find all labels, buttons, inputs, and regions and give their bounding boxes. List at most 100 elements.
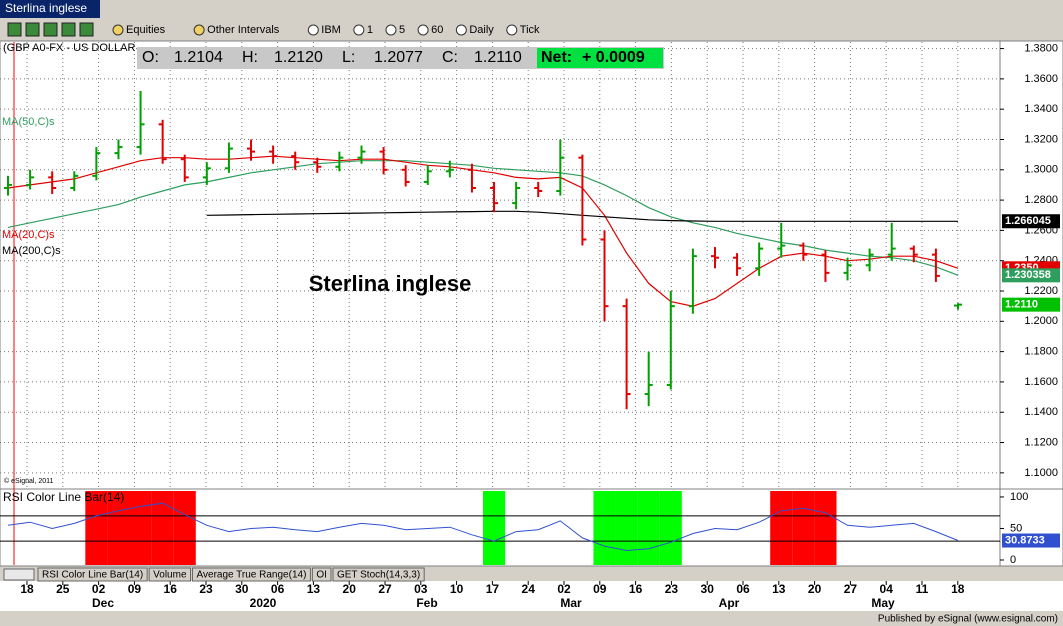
x-tick-label: 25: [56, 582, 70, 596]
toolbar-icon: [353, 24, 365, 36]
month-label: May: [871, 596, 895, 610]
month-label: Apr: [719, 596, 740, 610]
x-tick-label: 02: [557, 582, 571, 596]
x-tick-label: 16: [164, 582, 178, 596]
y-tick-label: 0: [1010, 554, 1016, 566]
y-tick-label: 1.1400: [1024, 406, 1058, 418]
toolbar-tool[interactable]: [61, 22, 76, 37]
date-axis: [0, 581, 1063, 611]
x-tick-label: 04: [880, 582, 894, 596]
toolbar-icon: [455, 24, 467, 36]
toolbar-button[interactable]: 5: [399, 24, 405, 36]
tab[interactable]: Average True Range(14): [197, 570, 307, 581]
tab-outline: [37, 567, 148, 582]
rsi-axis: [999, 488, 1063, 567]
month-label: Feb: [416, 596, 437, 610]
title-bar: [0, 0, 100, 18]
x-tick-label: 13: [772, 582, 786, 596]
y-tick-label: 1.3000: [1024, 164, 1058, 176]
x-tick-label: 13: [307, 582, 321, 596]
rsi-zone: [173, 491, 196, 565]
chart-title: Sterlina inglese: [309, 271, 472, 296]
quote-value: 1.2104: [174, 49, 223, 66]
tab[interactable]: Volume: [153, 570, 187, 581]
last-value-label: 1.266045: [1005, 215, 1051, 227]
y-tick-label: 50: [1010, 522, 1022, 534]
y-tick-label: 1.3600: [1024, 73, 1058, 85]
tab-outline: [332, 567, 425, 582]
x-tick-label: 18: [951, 582, 965, 596]
toolbar-icon: [193, 24, 205, 36]
rsi-zone: [151, 491, 174, 565]
x-tick-label: 11: [916, 582, 929, 596]
tab-outline: [311, 567, 332, 582]
y-tick-label: 1.1600: [1024, 376, 1058, 388]
rsi-zone: [129, 491, 152, 565]
x-tick-label: 02: [92, 582, 106, 596]
x-tick-label: 20: [343, 582, 357, 596]
x-tick-label: 27: [378, 582, 392, 596]
toolbar-button[interactable]: Equities: [126, 24, 166, 36]
footer: Published by eSignal (www.esignal.com): [878, 614, 1058, 625]
x-tick-label: 17: [486, 582, 500, 596]
quote-label: O:: [142, 49, 159, 66]
quote-label: H:: [242, 49, 258, 66]
tab-scroll[interactable]: [3, 568, 35, 581]
rsi-zone: [637, 491, 660, 565]
x-tick-label: 23: [665, 582, 679, 596]
tab[interactable]: GET Stoch(14,3,3): [337, 570, 420, 581]
quote-value: 1.2120: [274, 49, 323, 66]
tab-outline: [148, 567, 192, 582]
toolbar-tool[interactable]: [25, 22, 40, 37]
last-value-box: [1002, 214, 1060, 229]
net-label: Net:: [541, 49, 572, 66]
x-tick-label: 16: [629, 582, 643, 596]
toolbar-button[interactable]: IBM: [321, 24, 341, 36]
y-tick-label: 1.1800: [1024, 346, 1058, 358]
toolbar-tool[interactable]: [7, 22, 22, 37]
tab[interactable]: RSI Color Line Bar(14): [42, 570, 143, 581]
y-tick-label: 1.3200: [1024, 133, 1058, 145]
x-tick-label: 09: [128, 582, 142, 596]
x-tick-label: 23: [199, 582, 213, 596]
toolbar-button[interactable]: 1: [367, 24, 373, 36]
x-tick-label: 24: [522, 582, 536, 596]
tab-strip: [0, 567, 1063, 581]
ma-label: MA(20,C)s: [2, 229, 55, 241]
y-tick-label: 1.3800: [1024, 42, 1058, 54]
ma-label: MA(200,C)s: [2, 245, 61, 257]
x-tick-label: 06: [736, 582, 750, 596]
toolbar-button[interactable]: Other Intervals: [207, 24, 280, 36]
toolbar-button[interactable]: Tick: [520, 24, 540, 36]
month-label: 2020: [250, 596, 277, 610]
quote-value: 1.2110: [474, 49, 522, 66]
toolbar-tool[interactable]: [79, 22, 94, 37]
x-tick-label: 03: [414, 582, 428, 596]
rsi-line: [7, 502, 959, 552]
toolbar-button[interactable]: Daily: [469, 24, 494, 36]
x-tick-label: 27: [844, 582, 858, 596]
symbol: (GBP A0-FX - US DOLLAR: [3, 42, 136, 54]
net-value: + 0.0009: [582, 49, 645, 66]
toolbar-button[interactable]: 60: [431, 24, 443, 36]
y-tick-label: 1.2800: [1024, 194, 1058, 206]
x-tick-label: 18: [20, 582, 34, 596]
quote-label: L:: [342, 49, 355, 66]
x-tick-label: 30: [701, 582, 715, 596]
toolbar-icon: [417, 24, 429, 36]
last-value-label: 1.2110: [1005, 299, 1038, 311]
x-tick-label: 20: [808, 582, 822, 596]
last-value-label: 1.230358: [1005, 269, 1051, 281]
toolbar-icon: [506, 24, 518, 36]
last-value-box: [1002, 297, 1060, 312]
toolbar-icon: [307, 24, 319, 36]
rsi-last-box: [1002, 533, 1060, 548]
x-tick-label: 09: [593, 582, 607, 596]
rsi-zone: [483, 491, 506, 565]
rsi-zone: [770, 491, 793, 565]
toolbar-tool[interactable]: [43, 22, 58, 37]
y-tick-label: 1.2200: [1024, 285, 1058, 297]
tab[interactable]: OI: [316, 570, 327, 581]
rsi-zone: [659, 491, 682, 565]
